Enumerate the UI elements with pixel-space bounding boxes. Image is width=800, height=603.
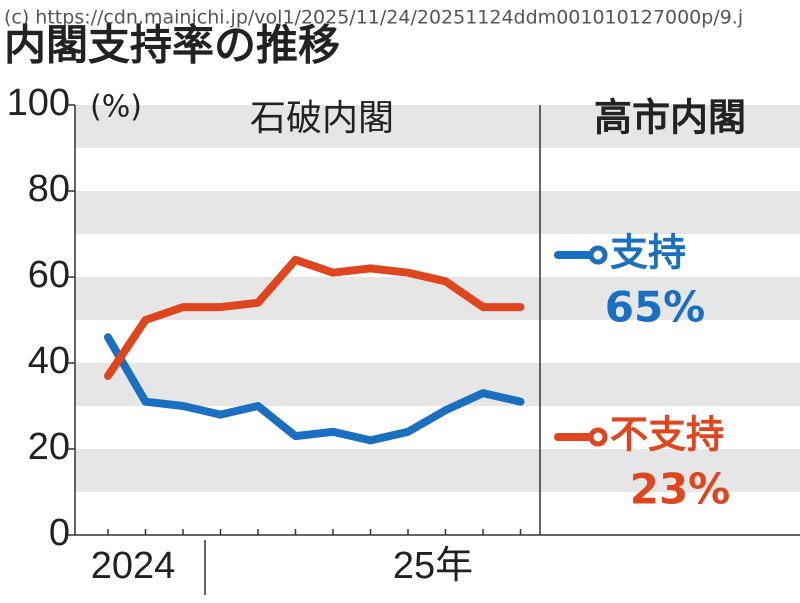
legend-label: 不支持: [610, 413, 724, 457]
y-tick-label: 100: [7, 82, 70, 124]
grid-band: [75, 449, 800, 492]
series-annotation: 23%: [630, 465, 731, 514]
legend-swatch: [588, 245, 608, 265]
legend-label: 支持: [610, 231, 686, 275]
period-label: 高市内閣: [594, 96, 746, 140]
y-tick-label: 0: [49, 512, 70, 554]
legend-swatch: [588, 427, 608, 447]
grid-band: [75, 105, 800, 148]
series-line: [104, 255, 525, 380]
y-unit: (%): [90, 90, 142, 125]
series-line: [104, 333, 525, 445]
y-tick-label: 20: [28, 426, 70, 468]
x-tick-label: 25年: [393, 545, 473, 587]
grid-band: [75, 277, 800, 320]
series-annotation: 65%: [605, 283, 706, 332]
period-label: 石破内閣: [250, 98, 394, 139]
x-tick-label: 2024: [91, 545, 176, 587]
grid-band: [75, 363, 800, 406]
y-tick-label: 60: [28, 254, 70, 296]
source-url: (c) https://cdn.mainichi.jp/vol1/2025/11…: [4, 7, 743, 29]
grid-band: [75, 191, 800, 234]
y-tick-label: 40: [28, 340, 70, 382]
y-tick-label: 80: [28, 168, 70, 210]
chart-title: 内閣支持率の推移: [4, 21, 340, 70]
